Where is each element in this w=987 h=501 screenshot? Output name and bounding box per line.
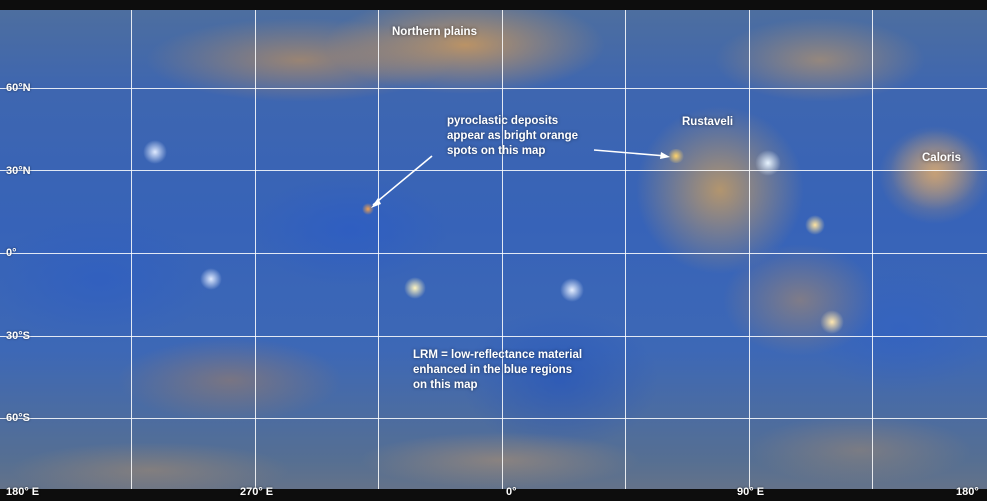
longitude-label-270e: 270° E xyxy=(240,486,274,498)
latitude-label-60n: 60°N xyxy=(6,82,31,94)
latitude-label-equator: 0° xyxy=(6,247,17,259)
rustaveli-arrowhead xyxy=(660,152,670,159)
rayed-crater-spot xyxy=(805,215,825,235)
rustaveli-bright-spot xyxy=(667,149,685,163)
rustaveli-arrow-line xyxy=(593,149,667,157)
latitude-label-60s: 60°S xyxy=(6,412,30,424)
latitude-label-30s: 30°S xyxy=(6,330,30,342)
caloris-label: Caloris xyxy=(922,152,961,164)
longitude-line xyxy=(625,10,626,489)
longitude-label-180-right: 180° xyxy=(956,486,979,498)
longitude-label-90e: 90° E xyxy=(737,486,765,498)
latitude-line-equator xyxy=(0,253,987,254)
rayed-crater-spot xyxy=(820,310,844,334)
longitude-line xyxy=(502,10,503,489)
rayed-crater-spot xyxy=(560,278,584,302)
pyroclastic-arrow-line xyxy=(372,155,433,206)
longitude-line xyxy=(872,10,873,489)
lrm-annotation: LRM = low-reflectance material enhanced … xyxy=(413,348,582,393)
latitude-line-30s xyxy=(0,336,987,337)
pyroclastic-line-1: pyroclastic deposits xyxy=(447,115,559,127)
longitude-label-0: 0° xyxy=(506,486,517,498)
latitude-line-30n xyxy=(0,170,987,171)
pyroclastic-spot xyxy=(362,203,374,215)
rayed-crater-spot xyxy=(755,150,781,176)
longitude-line xyxy=(255,10,256,489)
pyroclastic-line-3: spots on this map xyxy=(447,145,546,157)
rayed-crater-spot xyxy=(404,277,426,299)
northern-plains-label: Northern plains xyxy=(392,26,477,38)
latitude-label-30n: 30°N xyxy=(6,165,31,177)
bottom-border xyxy=(0,489,987,501)
longitude-line xyxy=(378,10,379,489)
top-border xyxy=(0,0,987,10)
latitude-line-60s xyxy=(0,418,987,419)
pyroclastic-annotation: pyroclastic deposits appear as bright or… xyxy=(447,114,578,159)
latitude-line-60n xyxy=(0,88,987,89)
pyroclastic-line-2: appear as bright orange xyxy=(447,130,579,142)
pyroclastic-arrowhead xyxy=(371,198,381,208)
rayed-crater-spot xyxy=(200,268,222,290)
longitude-line xyxy=(749,10,750,489)
rustaveli-label: Rustaveli xyxy=(682,116,734,128)
lrm-line-3: on this map xyxy=(413,379,478,391)
longitude-line xyxy=(131,10,132,489)
lrm-line-1: LRM = low-reflectance material xyxy=(413,349,583,361)
lrm-line-2: enhanced in the blue regions xyxy=(413,364,573,376)
rayed-crater-spot xyxy=(143,140,167,164)
longitude-label-180e-left: 180° E xyxy=(6,486,40,498)
